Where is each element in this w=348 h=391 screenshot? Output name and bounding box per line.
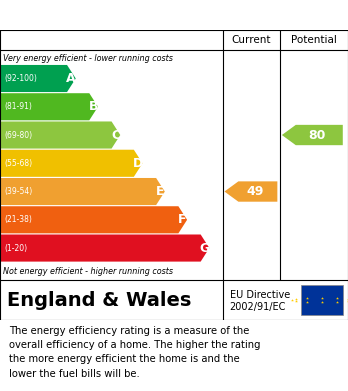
Polygon shape — [282, 125, 343, 145]
Polygon shape — [0, 178, 165, 205]
Text: Energy Efficiency Rating: Energy Efficiency Rating — [9, 7, 230, 23]
Text: B: B — [88, 100, 98, 113]
Text: F: F — [178, 213, 187, 226]
Text: Potential: Potential — [291, 35, 337, 45]
Text: (81-91): (81-91) — [4, 102, 32, 111]
Polygon shape — [0, 122, 120, 149]
Bar — [301, 285, 343, 315]
Text: E: E — [156, 185, 164, 198]
Polygon shape — [0, 235, 209, 262]
Text: England & Wales: England & Wales — [7, 291, 191, 310]
Polygon shape — [224, 181, 277, 202]
Text: The energy efficiency rating is a measure of the
overall efficiency of a home. T: The energy efficiency rating is a measur… — [9, 326, 260, 379]
Text: Current: Current — [232, 35, 271, 45]
Polygon shape — [0, 93, 98, 120]
Text: (69-80): (69-80) — [4, 131, 32, 140]
Polygon shape — [0, 206, 187, 233]
Text: (92-100): (92-100) — [4, 74, 37, 83]
Text: (1-20): (1-20) — [4, 244, 27, 253]
Text: 2002/91/EC: 2002/91/EC — [230, 302, 286, 312]
Text: C: C — [111, 129, 120, 142]
Text: (39-54): (39-54) — [4, 187, 32, 196]
Text: EU Directive: EU Directive — [230, 290, 290, 300]
Text: 49: 49 — [246, 185, 264, 198]
Polygon shape — [0, 150, 143, 177]
Polygon shape — [0, 65, 76, 92]
Text: A: A — [66, 72, 76, 85]
Text: (55-68): (55-68) — [4, 159, 32, 168]
Text: G: G — [199, 242, 210, 255]
Text: (21-38): (21-38) — [4, 215, 32, 224]
Text: 80: 80 — [308, 129, 325, 142]
Text: Very energy efficient - lower running costs: Very energy efficient - lower running co… — [3, 54, 173, 63]
Text: D: D — [133, 157, 143, 170]
Text: Not energy efficient - higher running costs: Not energy efficient - higher running co… — [3, 267, 174, 276]
